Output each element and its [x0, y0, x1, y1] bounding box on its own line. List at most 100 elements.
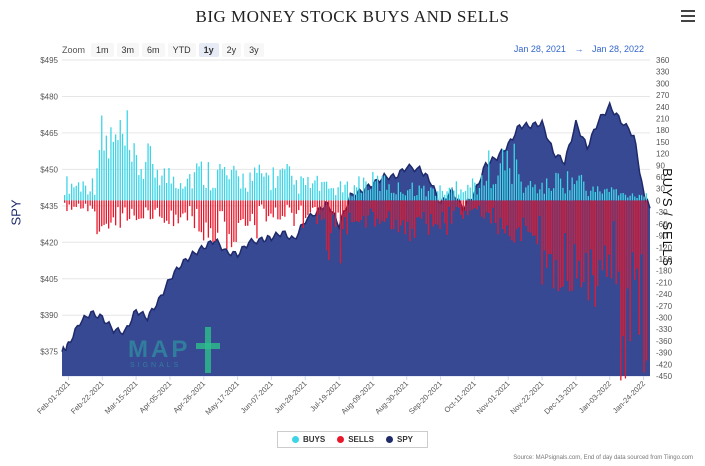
sell-bar: [272, 200, 274, 218]
sell-bar: [105, 200, 107, 224]
sell-bar: [131, 200, 133, 209]
sell-bar: [393, 200, 395, 229]
buy-bar: [71, 183, 73, 201]
sell-bar: [583, 200, 585, 283]
buy-bar: [597, 186, 599, 201]
buy-bar: [541, 182, 543, 201]
sell-bar: [390, 200, 393, 230]
sell-bar: [437, 200, 439, 225]
sell-bar: [108, 200, 110, 229]
buy-bar: [599, 191, 601, 201]
sell-bar: [339, 200, 342, 264]
zoom-6m-button[interactable]: 6m: [142, 43, 165, 57]
source-note: Source: MAPsignals.com, End of day data …: [513, 455, 693, 461]
sell-bar: [302, 200, 304, 228]
buy-bar: [138, 175, 140, 201]
sell-bar: [149, 200, 151, 220]
buy-bar: [504, 170, 506, 201]
chart-title: BIG MONEY STOCK BUYS AND SELLS: [195, 7, 510, 26]
sell-bar: [73, 200, 75, 207]
sell-bar: [488, 200, 490, 213]
sell-bar: [295, 200, 297, 214]
sell-bar: [84, 200, 87, 204]
sell-bar: [601, 200, 603, 271]
hamburger-menu-icon[interactable]: [681, 10, 695, 22]
buy-bar: [471, 178, 474, 201]
sell-bar: [328, 200, 330, 261]
buy-bar: [543, 193, 545, 201]
buy-bar: [89, 191, 91, 201]
legend-sells[interactable]: SELLS: [337, 435, 374, 444]
sell-bar: [629, 200, 631, 342]
buy-bar: [488, 150, 490, 201]
sell-bar: [506, 200, 508, 226]
zoom-1y-button[interactable]: 1y: [198, 43, 219, 57]
sell-bar: [353, 200, 355, 222]
sell-bar: [228, 200, 230, 235]
buy-bar: [464, 190, 467, 201]
sell-bar: [439, 200, 441, 229]
sell-bar: [193, 200, 196, 229]
buy-bar: [186, 178, 189, 201]
buy-bar: [168, 168, 170, 201]
sell-bar: [344, 200, 346, 218]
sell-bar: [522, 200, 525, 218]
sell-bar: [576, 200, 578, 279]
sell-bar: [152, 200, 154, 219]
sell-bar: [590, 200, 592, 250]
buy-bar: [590, 190, 592, 201]
zoom-1m-button[interactable]: 1m: [91, 43, 114, 57]
legend-buys[interactable]: BUYS: [291, 435, 325, 444]
zoom-3y-button[interactable]: 3y: [244, 43, 264, 57]
buy-bar: [233, 165, 235, 201]
buy-bar: [404, 195, 406, 201]
range-to[interactable]: Jan 28, 2022: [591, 44, 644, 54]
sell-bar: [372, 200, 374, 212]
sell-bar: [267, 200, 270, 217]
sell-bar: [189, 200, 191, 207]
buy-bar: [562, 187, 564, 201]
sell-bar: [460, 200, 462, 215]
buy-bar: [316, 175, 318, 201]
sell-bar: [571, 200, 573, 291]
sell-bar: [175, 200, 177, 215]
buy-bar: [346, 181, 348, 201]
zoom-2y-button[interactable]: 2y: [221, 43, 242, 57]
legend-spy[interactable]: SPY: [386, 435, 413, 444]
buy-bar: [645, 193, 647, 201]
sell-bar: [349, 200, 351, 213]
sell-bar: [492, 200, 494, 208]
buy-bar: [318, 190, 321, 201]
buy-bar: [411, 182, 413, 201]
buy-bar: [312, 183, 314, 201]
buy-bar: [131, 161, 133, 201]
buy-bar: [576, 180, 578, 201]
sell-bar: [110, 200, 112, 223]
sell-bar: [121, 200, 124, 214]
buy-bar: [434, 195, 437, 201]
buy-bar: [98, 150, 101, 201]
sell-bar: [585, 200, 587, 253]
buy-bar: [212, 187, 214, 201]
range-from[interactable]: Jan 28, 2021: [513, 44, 566, 54]
x-tick-label: Jun-28-2021: [273, 379, 309, 415]
buy-bar: [587, 196, 589, 201]
buy-bar: [108, 158, 110, 201]
buys-sells-bars: [64, 110, 647, 381]
sell-bar: [210, 200, 212, 229]
zoom-ytd-button[interactable]: YTD: [167, 43, 196, 57]
zoom-3m-button[interactable]: 3m: [116, 43, 140, 57]
sell-bar: [409, 200, 411, 241]
sell-bar: [64, 200, 66, 203]
buy-bar: [159, 185, 161, 201]
x-tick-label: Jan-24-2022: [611, 379, 647, 415]
buy-bar: [179, 183, 182, 201]
sell-bar: [608, 200, 610, 255]
sell-bar: [170, 200, 172, 211]
sell-bar: [455, 200, 457, 207]
buy-bar: [402, 193, 404, 201]
sell-bar: [497, 200, 499, 235]
sell-bar: [237, 200, 240, 223]
buy-bar: [226, 175, 228, 201]
buy-bar: [328, 188, 330, 201]
